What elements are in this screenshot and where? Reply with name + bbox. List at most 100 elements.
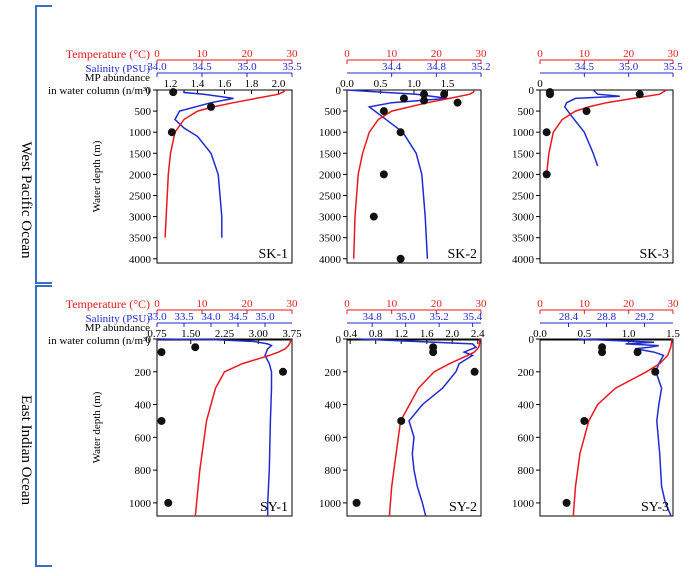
depth-tick-label: 1500 <box>319 148 342 160</box>
salinity-tick-label: 35.2 <box>471 61 490 73</box>
mp-tick-label: 1.8 <box>245 78 259 90</box>
mp-tick-label: 1.2 <box>394 328 408 340</box>
mp-axis-title-line1: MP abundance <box>85 72 150 84</box>
depth-tick-label: 3500 <box>512 233 535 245</box>
depth-tick-label: 1500 <box>512 148 535 160</box>
salinity-tick-label: 34.0 <box>147 61 167 73</box>
mp-tick-label: 1.0 <box>622 328 636 340</box>
salinity-tick-label: 35.2 <box>430 311 449 323</box>
mp-abundance-point <box>191 343 200 352</box>
mp-abundance-point <box>420 96 429 105</box>
depth-tick-label: 600 <box>135 432 152 444</box>
temperature-tick-label: 0 <box>537 298 543 310</box>
plot-frame <box>156 338 293 517</box>
salinity-tick-label: 35.0 <box>255 311 275 323</box>
mp-abundance-point <box>542 170 551 179</box>
mp-axis-title-line1: MP abundance <box>85 322 150 334</box>
mp-abundance-point <box>369 212 378 221</box>
mp-abundance-point <box>651 367 660 376</box>
mp-abundance-point <box>352 498 361 507</box>
mp-tick-label: 1.50 <box>181 328 201 340</box>
depth-tick-label: 1000 <box>319 498 342 510</box>
salinity-tick-label: 34.0 <box>201 311 221 323</box>
temperature-line <box>388 338 481 517</box>
depth-tick-label: 200 <box>518 367 535 379</box>
mp-tick-label: 1.2 <box>164 78 178 90</box>
depth-tick-label: 2000 <box>129 169 152 181</box>
salinity-line <box>358 338 478 517</box>
temperature-tick-label: 0 <box>154 298 160 310</box>
station-panel-sy-3: 0 200 400 600 800 1000 0 10 20 30 28.4 28.8 29.2 0.0 0… <box>512 298 680 517</box>
mp-tick-label: 2.25 <box>215 328 235 340</box>
temperature-tick-label: 0 <box>154 48 160 60</box>
depth-tick-label: 2500 <box>319 190 342 202</box>
mp-abundance-point <box>399 94 408 103</box>
region-bracket-west-pacific <box>35 5 52 284</box>
station-label: SY-1 <box>260 500 288 515</box>
depth-tick-label: 3000 <box>319 212 342 224</box>
depth-tick-label: 800 <box>518 465 535 477</box>
depth-tick-label: 500 <box>135 106 152 118</box>
mp-abundance-point <box>582 107 591 116</box>
salinity-tick-label: 34.4 <box>382 61 402 73</box>
mp-abundance-point <box>545 90 554 99</box>
salinity-axis-title: Salinity (PSU) <box>86 63 151 75</box>
salinity-tick-label: 35.0 <box>396 311 416 323</box>
depth-tick-label: 0 <box>529 334 535 346</box>
mp-abundance-point <box>164 498 173 507</box>
depth-tick-label: 600 <box>325 432 342 444</box>
mp-abundance-point <box>453 98 462 107</box>
depth-tick-label: 0 <box>529 85 535 97</box>
temperature-line <box>572 338 673 517</box>
depth-tick-label: 3500 <box>319 233 342 245</box>
mp-tick-label: 2.4 <box>471 328 485 340</box>
station-panel-sy-1: 0 200 400 600 800 1000 0 10 20 30 33.0 33.5 34.0 34.5… <box>129 298 302 517</box>
region-bracket-east-indian <box>35 285 52 567</box>
salinity-tick-label: 29.2 <box>635 311 654 323</box>
plot-frame <box>346 89 482 264</box>
plot-frame <box>539 338 674 517</box>
mp-tick-label: 2.0 <box>272 78 286 90</box>
depth-tick-label: 2500 <box>129 190 152 202</box>
station-label: SK-1 <box>258 247 288 262</box>
salinity-tick-label: 34.5 <box>575 61 595 73</box>
temperature-tick-label: 30 <box>287 48 299 60</box>
temperature-tick-label: 30 <box>287 298 299 310</box>
depth-tick-label: 0 <box>146 334 152 346</box>
mp-tick-label: 0 <box>537 78 543 90</box>
mp-abundance-point <box>207 102 215 111</box>
temperature-tick-label: 20 <box>242 48 254 60</box>
salinity-tick-label: 35.0 <box>619 61 639 73</box>
mp-tick-label: 0.4 <box>343 328 357 340</box>
depth-tick-label: 2000 <box>512 169 535 181</box>
station-label: SK-3 <box>639 247 669 262</box>
depth-tick-label: 1000 <box>319 127 342 139</box>
depth-tick-label: 1500 <box>129 148 152 160</box>
temperature-tick-label: 0 <box>344 48 350 60</box>
station-panel-sy-2: 0 200 400 600 800 1000 0 10 20 30 34.8 35.0 35.2 35.4… <box>319 298 487 517</box>
salinity-line <box>156 338 273 516</box>
y-axis-label: Water depth (m) <box>91 140 103 212</box>
mp-tick-label: 1.4 <box>191 78 205 90</box>
temperature-axis-title: Temperature (°C) <box>66 47 150 61</box>
temperature-tick-label: 20 <box>623 48 635 60</box>
temperature-tick-label: 10 <box>197 298 209 310</box>
mp-abundance-point <box>635 90 644 99</box>
mp-axis-title-line2: in water column (n/m³) <box>48 85 150 97</box>
station-label: SK-2 <box>447 247 477 262</box>
temperature-line <box>545 89 667 175</box>
temperature-tick-label: 30 <box>668 48 680 60</box>
plot-frame <box>346 338 482 517</box>
salinity-tick-label: 35.5 <box>282 61 302 73</box>
station-panels: Water depth (m) Temperature (°C) Salinity … <box>48 47 683 517</box>
mp-tick-label: 1.5 <box>441 78 455 90</box>
mp-tick-label: 0.75 <box>147 328 167 340</box>
temperature-axis-title: Temperature (°C) <box>66 297 150 311</box>
mp-tick-label: 1.6 <box>420 328 434 340</box>
salinity-line <box>563 89 620 167</box>
depth-tick-label: 1000 <box>129 127 152 139</box>
mp-abundance-point <box>429 348 438 357</box>
depth-tick-label: 3000 <box>512 212 535 224</box>
